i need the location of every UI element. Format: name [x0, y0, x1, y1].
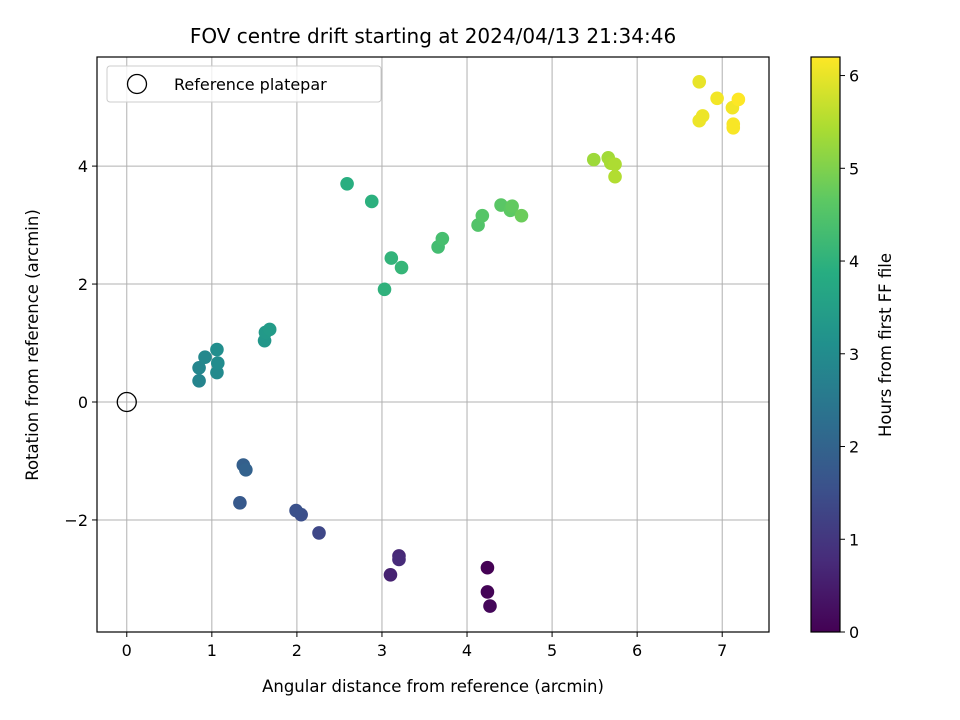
- plot-frame: [96, 56, 770, 633]
- y-tick-label: 2: [78, 275, 88, 294]
- data-point: [210, 342, 224, 357]
- data-point: [340, 176, 354, 191]
- x-tick-label: 7: [717, 641, 727, 660]
- colorbar-tick-label: 3: [849, 345, 859, 364]
- y-tick-label: 4: [78, 157, 88, 176]
- data-point: [239, 463, 253, 477]
- data-point: [692, 74, 707, 89]
- data-point: [710, 91, 724, 106]
- colorbar-tick-label: 5: [849, 159, 859, 178]
- data-point: [480, 560, 495, 575]
- x-tick-label: 0: [122, 641, 132, 660]
- legend-box: [106, 65, 382, 103]
- data-point: [384, 251, 399, 265]
- colorbar-label: Hours from first FF file: [876, 253, 895, 437]
- colorbar-tick-label: 1: [849, 530, 859, 549]
- grid: [97, 57, 769, 632]
- legend: Reference platepar: [106, 65, 382, 103]
- x-tick-label: 2: [292, 641, 302, 660]
- legend-label: Reference platepar: [174, 75, 327, 94]
- data-point: [586, 152, 601, 167]
- data-point: [392, 552, 406, 567]
- data-point: [394, 260, 409, 275]
- x-tick-label: 6: [632, 641, 642, 660]
- data-point: [377, 282, 392, 297]
- data-point: [483, 599, 497, 613]
- y-axis-label: Rotation from reference (arcmin): [23, 209, 42, 481]
- data-point: [198, 350, 212, 364]
- data-point: [435, 231, 450, 246]
- data-point: [695, 109, 710, 123]
- y-tick-label: 0: [78, 393, 88, 412]
- data-point: [210, 356, 225, 370]
- data-point: [364, 194, 379, 209]
- data-point: [192, 373, 206, 388]
- colorbar-frame: [810, 56, 841, 633]
- y-tick-label: −2: [64, 511, 88, 530]
- data-point: [726, 117, 741, 132]
- data-point: [480, 585, 495, 599]
- colorbar-tick-label: 2: [849, 438, 859, 457]
- x-tick-label: 5: [547, 641, 557, 660]
- x-axis-label: Angular distance from reference (arcmin): [262, 677, 604, 696]
- data-point: [475, 208, 490, 223]
- colorbar-ticks: 0 1 2 3 4 5 6: [840, 67, 859, 642]
- data-point: [233, 496, 247, 510]
- data-point: [289, 503, 303, 518]
- colorbar-gradient: [811, 57, 840, 632]
- data-point: [262, 322, 277, 337]
- reference-layer: [116, 391, 137, 413]
- reference-platepar-marker: [116, 391, 137, 413]
- data-point: [514, 208, 529, 223]
- plot-area: 0 1 2 3 4 5 6 7 −2 0 2 4: [64, 56, 770, 660]
- data-point: [608, 157, 622, 172]
- chart-title: FOV centre drift starting at 2024/04/13 …: [190, 24, 676, 48]
- x-tick-label: 1: [207, 641, 217, 660]
- colorbar: 0 1 2 3 4 5 6 Hours from first FF file: [810, 56, 895, 642]
- data-point: [608, 169, 622, 184]
- x-tick-label: 3: [377, 641, 387, 660]
- data-points: [192, 74, 746, 613]
- colorbar-tick-label: 6: [849, 67, 859, 86]
- data-point: [383, 567, 398, 582]
- colorbar-tick-label: 4: [849, 252, 859, 271]
- legend-marker-hollow-circle: [126, 73, 148, 95]
- data-point: [312, 526, 326, 540]
- data-point: [731, 92, 746, 107]
- data-point: [192, 360, 206, 375]
- axis-ticks: 0 1 2 3 4 5 6 7 −2 0 2 4: [64, 157, 727, 660]
- data-point: [505, 199, 519, 214]
- x-tick-label: 4: [462, 641, 472, 660]
- colorbar-tick-label: 0: [849, 623, 859, 642]
